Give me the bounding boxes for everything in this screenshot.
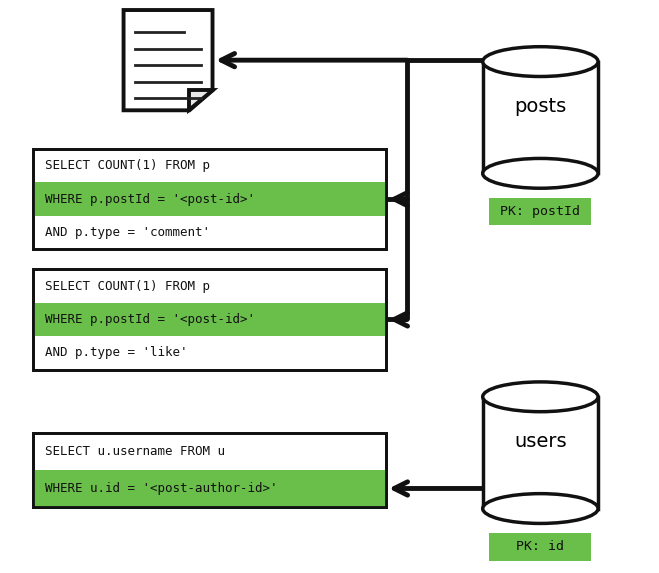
Ellipse shape: [482, 158, 598, 189]
FancyBboxPatch shape: [489, 198, 592, 225]
Polygon shape: [124, 10, 212, 110]
FancyBboxPatch shape: [33, 149, 386, 249]
Text: users: users: [514, 431, 567, 451]
Text: SELECT COUNT(1) FROM p: SELECT COUNT(1) FROM p: [45, 280, 210, 293]
FancyBboxPatch shape: [33, 303, 386, 336]
Text: PK: postId: PK: postId: [500, 205, 581, 218]
Text: WHERE p.postId = '<post-id>': WHERE p.postId = '<post-id>': [45, 193, 255, 206]
Ellipse shape: [482, 494, 598, 524]
Text: PK: id: PK: id: [517, 540, 564, 554]
Text: SELECT u.username FROM u: SELECT u.username FROM u: [45, 445, 225, 458]
FancyBboxPatch shape: [482, 61, 598, 173]
FancyBboxPatch shape: [33, 470, 386, 507]
FancyBboxPatch shape: [482, 397, 598, 509]
Polygon shape: [190, 90, 212, 110]
Text: WHERE p.postId = '<post-id>': WHERE p.postId = '<post-id>': [45, 313, 255, 326]
Text: AND p.type = 'comment': AND p.type = 'comment': [45, 226, 210, 239]
FancyBboxPatch shape: [33, 269, 386, 370]
Ellipse shape: [482, 46, 598, 76]
FancyBboxPatch shape: [33, 182, 386, 216]
Text: AND p.type = 'like': AND p.type = 'like': [45, 346, 187, 359]
FancyBboxPatch shape: [33, 433, 386, 507]
Text: WHERE u.id = '<post-author-id>': WHERE u.id = '<post-author-id>': [45, 482, 277, 495]
Text: posts: posts: [514, 96, 567, 116]
FancyBboxPatch shape: [489, 533, 592, 560]
Text: SELECT COUNT(1) FROM p: SELECT COUNT(1) FROM p: [45, 159, 210, 172]
Ellipse shape: [482, 382, 598, 411]
